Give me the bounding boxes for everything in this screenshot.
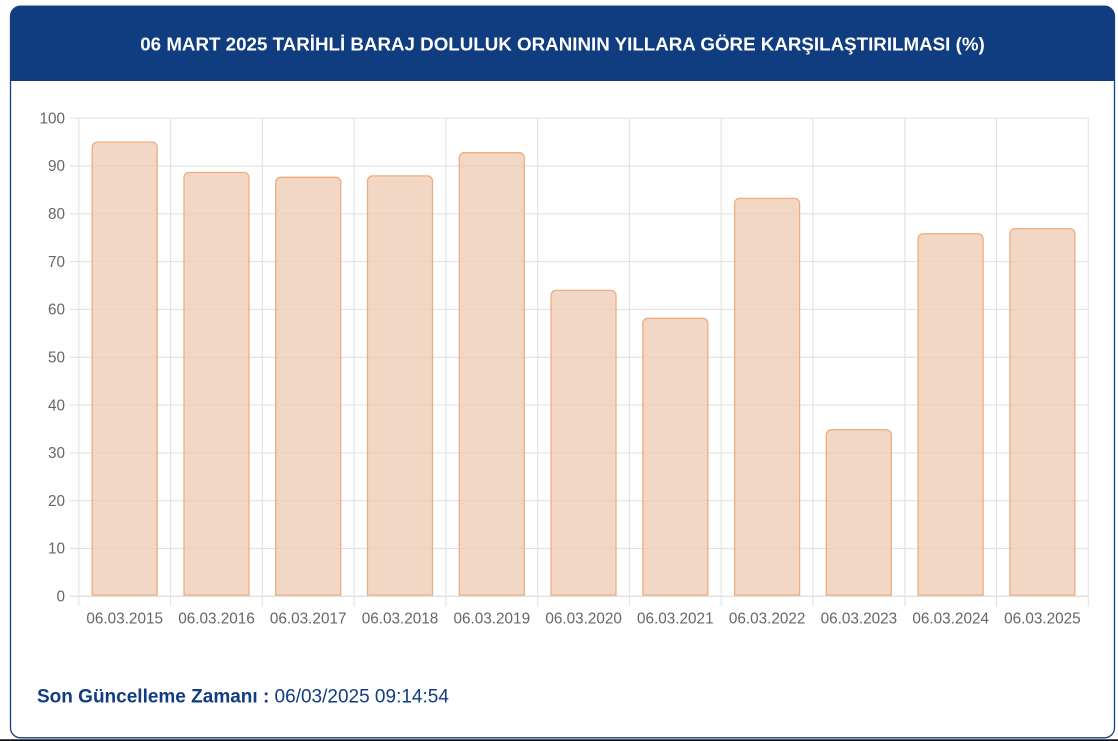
svg-text:30: 30 bbox=[48, 445, 65, 462]
svg-text:06.03.2023: 06.03.2023 bbox=[821, 610, 898, 627]
svg-text:06.03.2019: 06.03.2019 bbox=[454, 610, 531, 627]
svg-text:06.03.2020: 06.03.2020 bbox=[545, 610, 622, 627]
svg-text:06.03.2016: 06.03.2016 bbox=[178, 610, 255, 627]
svg-text:06.03.2018: 06.03.2018 bbox=[362, 610, 439, 627]
svg-text:06.03.2021: 06.03.2021 bbox=[637, 610, 714, 627]
svg-text:10: 10 bbox=[48, 541, 65, 558]
svg-text:20: 20 bbox=[48, 493, 65, 510]
svg-text:80: 80 bbox=[48, 206, 65, 223]
svg-text:40: 40 bbox=[48, 397, 65, 414]
svg-text:06 MART 2025 TARİHLİ BARAJ DOL: 06 MART 2025 TARİHLİ BARAJ DOLULUK ORANI… bbox=[140, 33, 984, 54]
svg-text:06.03.2024: 06.03.2024 bbox=[912, 610, 989, 627]
svg-text:06.03.2017: 06.03.2017 bbox=[270, 610, 347, 627]
svg-text:100: 100 bbox=[39, 110, 65, 127]
svg-text:Son Güncelleme Zamanı : 06/03/: Son Güncelleme Zamanı : 06/03/2025 09:14… bbox=[37, 687, 449, 708]
svg-text:0: 0 bbox=[56, 589, 65, 606]
svg-text:06.03.2025: 06.03.2025 bbox=[1004, 610, 1081, 627]
svg-text:06.03.2022: 06.03.2022 bbox=[729, 610, 806, 627]
svg-text:06.03.2015: 06.03.2015 bbox=[86, 610, 163, 627]
svg-text:70: 70 bbox=[48, 254, 65, 271]
svg-text:90: 90 bbox=[48, 158, 65, 175]
svg-text:50: 50 bbox=[48, 350, 65, 367]
svg-text:60: 60 bbox=[48, 302, 65, 319]
